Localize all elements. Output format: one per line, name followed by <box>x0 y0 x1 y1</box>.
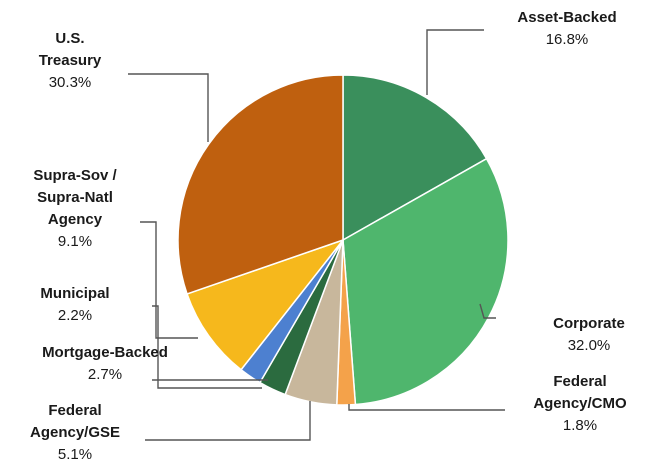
slice-value-supra-sov-supra-natl-agency: 9.1% <box>58 233 92 250</box>
leader-line-supra-sov-supra-natl-agency <box>140 221 198 339</box>
slice-value-asset-backed: 16.8% <box>546 31 589 48</box>
pie-slice-supra-sov-supra-natl-agency <box>186 238 346 371</box>
slice-label-corporate: Corporate 32.0% <box>553 315 625 354</box>
leader-lines <box>128 29 505 441</box>
slice-label-supra-sov-supra-natl-agency: Supra-Sov / Supra-Natl Agency 9.1% <box>33 167 117 250</box>
slice-value-corporate: 32.0% <box>568 337 611 354</box>
leader-line-federal-agency-gse <box>145 401 311 441</box>
leader-line-corporate <box>479 303 496 319</box>
leader-line-federal-agency-cmo <box>348 404 505 411</box>
slice-label-municipal: Municipal 2.2% <box>40 285 109 324</box>
pie-slices <box>177 74 509 406</box>
slice-label-federal-agency-cmo: Federal Agency/CMO 1.8% <box>533 373 627 434</box>
slice-value-municipal: 2.2% <box>58 307 92 324</box>
pie-slice-asset-backed <box>342 74 488 242</box>
pie-slice-u-s-treasury <box>177 74 344 295</box>
slice-label-federal-agency-gse: Federal Agency/GSE 5.1% <box>30 402 120 463</box>
slice-label-mortgage-backed: Mortgage-Backed 2.7% <box>42 344 168 383</box>
slice-labels: Asset-Backed 16.8% Corporate 32.0% Federal Ag… <box>30 9 627 463</box>
leader-line-asset-backed <box>426 29 484 95</box>
leader-line-u-s-treasury <box>128 73 209 142</box>
slice-value-u-s-treasury: 30.3% <box>49 74 92 91</box>
slice-value-federal-agency-gse: 5.1% <box>58 446 92 463</box>
slice-label-u-s-treasury: U.S. Treasury 30.3% <box>39 30 102 91</box>
slice-value-mortgage-backed: 2.7% <box>88 366 122 383</box>
leader-line-municipal <box>152 305 262 389</box>
slice-label-asset-backed: Asset-Backed 16.8% <box>517 9 616 48</box>
slice-value-federal-agency-cmo: 1.8% <box>563 417 597 434</box>
